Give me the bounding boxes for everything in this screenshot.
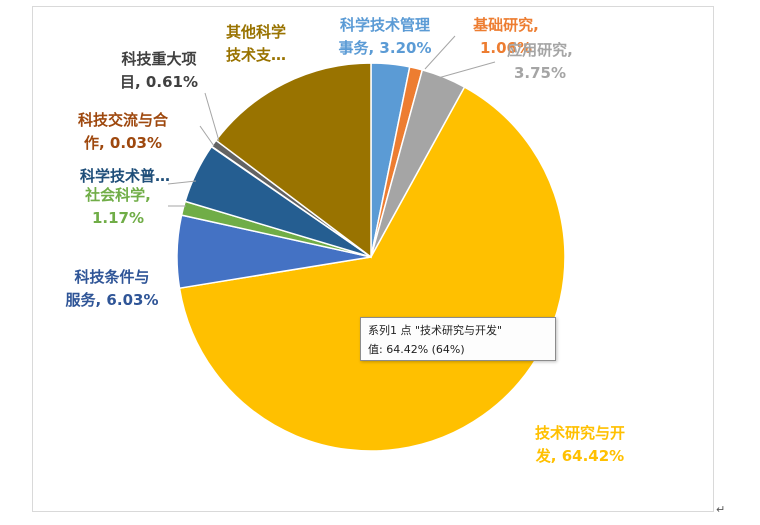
data-label-7: 科学技术普… [80,167,170,185]
leader-line-3 [437,61,496,79]
data-label-5: 科技条件与服务, 6.03% [66,268,159,309]
data-label-line: 科技交流与合 [78,111,169,129]
leader-line-2 [424,35,456,70]
data-label-10: 其他科学技术支… [226,23,286,64]
data-label-line: 科技重大项 [121,50,196,68]
data-label-line: 目, 0.61% [120,73,198,91]
leader-line-8 [199,125,215,147]
data-label-line: 社会科学, [84,186,151,204]
leader-line-7 [167,180,197,185]
data-label-8: 科技交流与合作, 0.03% [78,111,169,152]
data-label-line: 3.75% [514,64,566,82]
leader-lines [167,35,496,207]
data-label-line: 科技条件与 [74,268,149,286]
data-label-4: 技术研究与开发, 64.42% [535,424,625,465]
data-label-line: 作, 0.03% [84,134,162,152]
data-label-line: 科学技术普… [80,167,170,185]
paragraph-mark: ↵ [716,503,726,516]
data-label-line: 基础研究, [472,16,539,34]
data-label-9: 科技重大项目, 0.61% [120,50,198,91]
data-label-line: 服务, 6.03% [66,291,159,309]
data-label-line: 发, 64.42% [535,447,624,465]
data-label-line: 科学技术管理 [340,16,430,34]
pie-slices [176,62,566,452]
hover-tooltip: 系列1 点 "技术研究与开发" 值: 64.42% (64%) [360,317,556,361]
pie-slice-10[interactable] [214,62,372,259]
data-label-line: 事务, 3.20% [339,39,432,57]
tooltip-series-point: 系列1 点 "技术研究与开发" [368,324,503,337]
data-label-line: 技术研究与开 [535,424,625,442]
tooltip-value: 值: 64.42% (64%) [368,343,465,356]
data-label-1: 科学技术管理事务, 3.20% [339,16,432,57]
data-label-line: 应用研究, [507,41,573,59]
data-label-2: 基础研究, 1.06% [472,16,539,57]
data-labels: 科学技术管理事务, 3.20% 基础研究, 1.06%应用研究, 3.75% 技术研究与… [66,16,625,465]
data-label-3: 应用研究, 3.75% [507,41,573,82]
leader-line-9 [204,92,220,142]
data-label-line: 1.06% [480,39,532,57]
data-label-line: 其他科学 [226,23,286,41]
data-label-line: 1.17% [92,209,144,227]
data-label-6: 社会科学, 1.17% [84,186,151,227]
data-label-line: 技术支… [226,46,286,64]
